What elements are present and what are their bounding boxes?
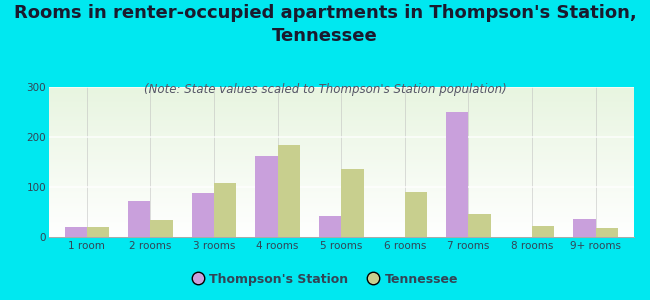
Bar <box>573 218 595 237</box>
Bar <box>532 226 554 237</box>
Bar <box>64 227 87 237</box>
Bar <box>192 193 214 237</box>
Bar <box>151 220 173 237</box>
Bar <box>595 228 618 237</box>
Bar <box>278 145 300 237</box>
Bar <box>405 192 427 237</box>
Bar <box>87 227 109 237</box>
Text: Rooms in renter-occupied apartments in Thompson's Station,
Tennessee: Rooms in renter-occupied apartments in T… <box>14 4 636 45</box>
Bar <box>128 201 151 237</box>
Bar <box>469 214 491 237</box>
Bar <box>255 155 278 237</box>
Legend: Thompson's Station, Tennessee: Thompson's Station, Tennessee <box>187 268 463 291</box>
Bar <box>319 215 341 237</box>
Bar <box>214 183 237 237</box>
Text: (Note: State values scaled to Thompson's Station population): (Note: State values scaled to Thompson's… <box>144 82 506 95</box>
Bar <box>446 112 469 237</box>
Bar <box>341 169 363 237</box>
